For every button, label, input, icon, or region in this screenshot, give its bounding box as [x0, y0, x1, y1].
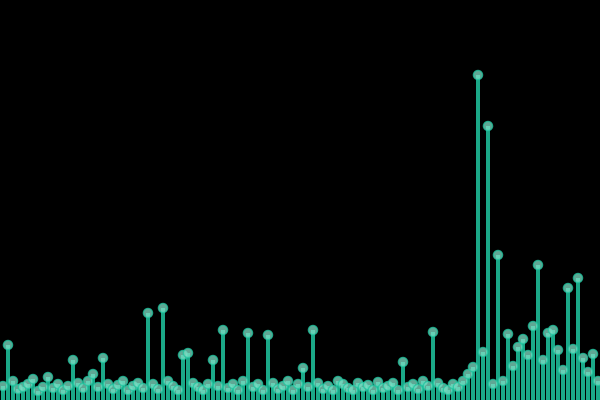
stem-marker	[457, 375, 469, 387]
stem-marker	[462, 368, 474, 380]
stem-marker	[2, 339, 14, 351]
stem-marker	[507, 360, 519, 372]
stem-marker	[242, 327, 254, 339]
stem-marker	[557, 364, 569, 376]
stem-marker	[257, 384, 269, 396]
stem-marker	[182, 347, 194, 359]
stem-marker	[307, 324, 319, 336]
stem-marker	[262, 329, 274, 341]
stem-marker	[142, 307, 154, 319]
stem-marker	[482, 120, 494, 132]
stem-marker	[397, 356, 409, 368]
stem-marker	[472, 69, 484, 81]
stem-marker	[582, 366, 594, 378]
stem-marker	[62, 380, 74, 392]
stem-marker	[327, 384, 339, 396]
stem-marker	[552, 344, 564, 356]
stem-marker	[347, 384, 359, 396]
stem-marker	[202, 378, 214, 390]
stem-marker	[152, 383, 164, 395]
stem-markers-group	[0, 69, 600, 397]
stem-marker	[117, 375, 129, 387]
stem-marker	[512, 341, 524, 353]
stem-marker	[592, 375, 600, 387]
stem-marker	[477, 346, 489, 358]
stem-marker	[67, 354, 79, 366]
stem-marker	[487, 378, 499, 390]
stem-marker	[237, 375, 249, 387]
stem-marker	[212, 380, 224, 392]
stem-marker	[302, 381, 314, 393]
stem-marker	[517, 333, 529, 345]
stem-marker	[562, 282, 574, 294]
stem-marker	[207, 354, 219, 366]
stem-marker	[587, 348, 599, 360]
stem-marker	[297, 362, 309, 374]
stem-marker	[422, 380, 434, 392]
stem-marker	[537, 354, 549, 366]
stem-marker	[292, 378, 304, 390]
stem-marker	[547, 324, 559, 336]
stem-marker	[157, 302, 169, 314]
stem-marker	[392, 384, 404, 396]
stem-marker	[497, 375, 509, 387]
stem-marker	[572, 272, 584, 284]
stem-marker	[7, 375, 19, 387]
stem-marker	[427, 326, 439, 338]
stem-marker	[367, 384, 379, 396]
stem-marker	[412, 383, 424, 395]
stem-marker	[82, 375, 94, 387]
stem-marker	[172, 384, 184, 396]
stem-marker	[42, 371, 54, 383]
stem-marker	[92, 381, 104, 393]
stem-marker	[137, 382, 149, 394]
stem-marker	[532, 259, 544, 271]
stem-marker	[37, 381, 49, 393]
stem-marker	[502, 328, 514, 340]
stem-marker	[527, 320, 539, 332]
stem-marker	[522, 349, 534, 361]
stem-marker	[87, 368, 99, 380]
stem-marker	[97, 352, 109, 364]
stem-marker	[467, 361, 479, 373]
stem-marker	[0, 380, 9, 392]
stem-marker	[282, 375, 294, 387]
stem-marker	[232, 384, 244, 396]
stem-marker	[387, 377, 399, 389]
stem-marker	[77, 382, 89, 394]
stem-marker	[492, 249, 504, 261]
stem-marker	[577, 352, 589, 364]
stem-marker	[217, 324, 229, 336]
stem-marker	[567, 343, 579, 355]
stem-marker	[27, 373, 39, 385]
